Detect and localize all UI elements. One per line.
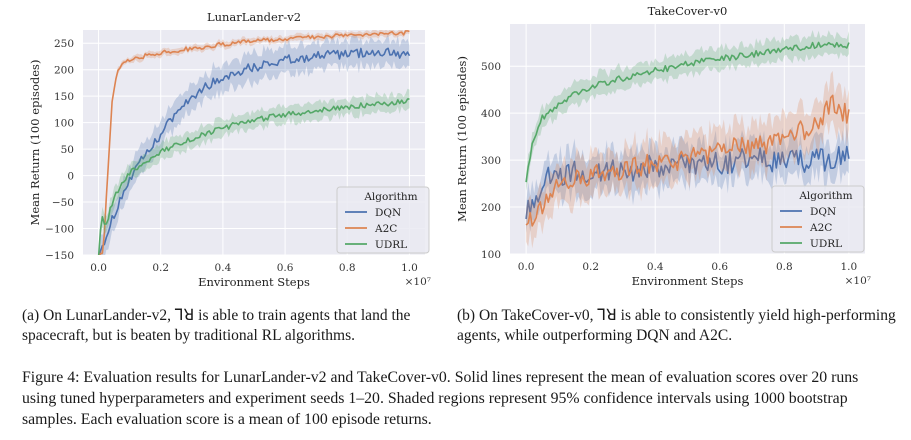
- legend-label-a2c: A2C: [809, 222, 832, 234]
- figure-caption: Figure 4: Evaluation results for LunarLa…: [22, 369, 859, 428]
- series-line-a2c: [98, 30, 410, 255]
- series-line-udrl: [525, 41, 850, 183]
- y-tick-label: 200: [54, 65, 74, 77]
- x-tick-label: 0.0: [518, 261, 535, 273]
- x-tick-label: 0.8: [339, 262, 356, 274]
- chart-title: TakeCover-v0: [648, 4, 728, 18]
- caption-b: (b) On TakeCover-v0, ⅂ꓤ is able to consi…: [457, 307, 896, 344]
- legend-label-a2c: A2C: [374, 223, 397, 235]
- series-layer: [97, 30, 411, 255]
- chart-lunarlander: 0.0 0.2 0.4 0.6 0.8 1.0 −150 −100 −50 0 50 100 150 20…: [28, 10, 431, 289]
- legend: Algorithm DQN A2C UDRL: [771, 185, 865, 253]
- x-tick-label: 0.4: [215, 262, 232, 274]
- series-line-dqn: [98, 47, 411, 255]
- legend-label-udrl: UDRL: [375, 239, 407, 251]
- y-tick-label: −100: [45, 224, 74, 236]
- x-axis-label: Environment Steps: [198, 275, 310, 289]
- y-tick-label: −50: [52, 197, 74, 209]
- y-tick-label: 200: [481, 202, 501, 214]
- y-tick-label: 400: [481, 108, 501, 120]
- y-tick-label: 100: [54, 118, 74, 130]
- y-tick-label: 300: [481, 155, 501, 167]
- y-tick-label: 100: [481, 249, 501, 261]
- ci-band-a2c: [526, 70, 849, 249]
- y-tick-label: 0: [67, 171, 74, 183]
- legend-label-dqn: DQN: [810, 206, 836, 218]
- series-layer: [525, 30, 850, 249]
- y-tick-label: 500: [481, 61, 501, 73]
- gridlines: [83, 30, 425, 256]
- series-line-a2c: [525, 94, 850, 227]
- series-line-udrl: [97, 98, 410, 255]
- y-axis-label: Mean Return (100 episodes): [28, 60, 42, 226]
- y-tick-label: −150: [45, 250, 74, 262]
- x-tick-label: 0.2: [582, 261, 599, 273]
- x-multiplier: ×10⁷: [845, 275, 871, 287]
- legend-title: Algorithm: [363, 191, 417, 203]
- chart-takecover: 0.0 0.2 0.4 0.6 0.8 1.0 100 200 300 400 500 TakeCov…: [455, 4, 871, 288]
- chart-title: LunarLander-v2: [207, 10, 301, 24]
- x-tick-label: 0.6: [711, 261, 728, 273]
- legend: Algorithm DQN A2C UDRL: [336, 186, 430, 254]
- ci-band-dqn: [98, 33, 410, 255]
- caption-a: (a) On LunarLander-v2, ⅂ꓤ is able to tra…: [22, 307, 411, 344]
- legend-title: Algorithm: [798, 190, 852, 202]
- x-tick-label: 0.8: [776, 261, 793, 273]
- figure-charts: 0.0 0.2 0.4 0.6 0.8 1.0 −150 −100 −50 0 50 100 150 20…: [28, 4, 871, 289]
- x-tick-label: 0.4: [647, 261, 664, 273]
- x-tick-label: 0.0: [90, 262, 107, 274]
- y-tick-label: 50: [61, 144, 74, 156]
- ci-band-dqn: [526, 122, 849, 233]
- x-tick-label: 1.0: [401, 262, 418, 274]
- legend-box: [771, 185, 865, 253]
- x-tick-label: 0.6: [277, 262, 294, 274]
- legend-label-dqn: DQN: [375, 207, 401, 219]
- y-tick-label: 150: [54, 91, 74, 103]
- y-axis-label: Mean Return (100 episodes): [455, 56, 469, 222]
- y-tick-label: 250: [54, 38, 74, 50]
- x-tick-label: 0.2: [152, 262, 169, 274]
- x-tick-label: 1.0: [841, 261, 858, 273]
- x-axis-label: Environment Steps: [632, 274, 744, 288]
- legend-label-udrl: UDRL: [810, 238, 842, 250]
- x-multiplier: ×10⁷: [405, 276, 431, 288]
- legend-box: [336, 186, 430, 254]
